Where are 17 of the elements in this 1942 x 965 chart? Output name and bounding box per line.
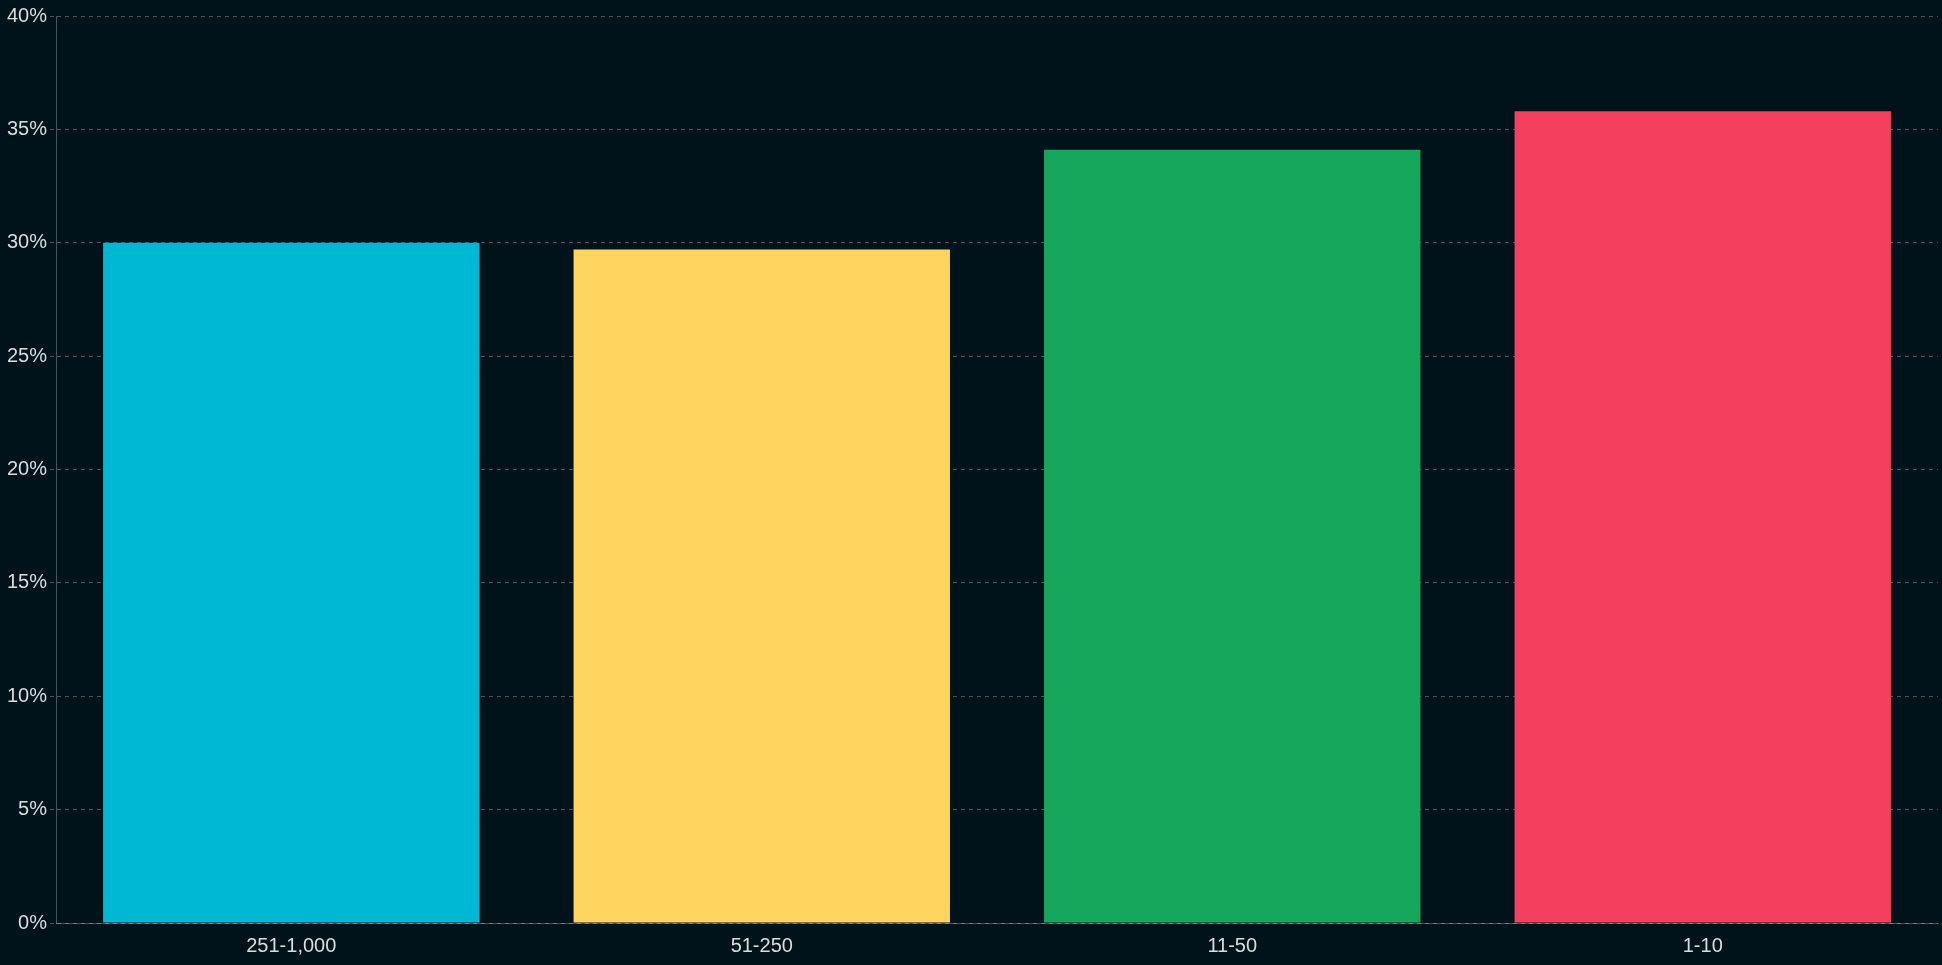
y-tick-label: 20%: [7, 457, 48, 480]
y-tick-label: 0%: [18, 910, 48, 933]
bar: [1044, 149, 1421, 923]
bar: [573, 249, 950, 923]
y-tick-label: 35%: [7, 116, 48, 139]
bar: [1514, 111, 1891, 923]
x-tick-label: 1-10: [1682, 933, 1723, 956]
x-tick-label: 251-1,000: [246, 933, 337, 956]
y-tick-label: 5%: [18, 797, 48, 820]
y-tick-label: 25%: [7, 343, 48, 366]
y-tick-label: 10%: [7, 683, 48, 706]
bar: [103, 242, 480, 923]
y-tick-label: 30%: [7, 230, 48, 253]
y-tick-label: 40%: [7, 3, 48, 26]
x-tick-label: 11-50: [1207, 933, 1258, 956]
y-tick-label: 15%: [7, 570, 48, 593]
x-tick-label: 51-250: [730, 933, 793, 956]
